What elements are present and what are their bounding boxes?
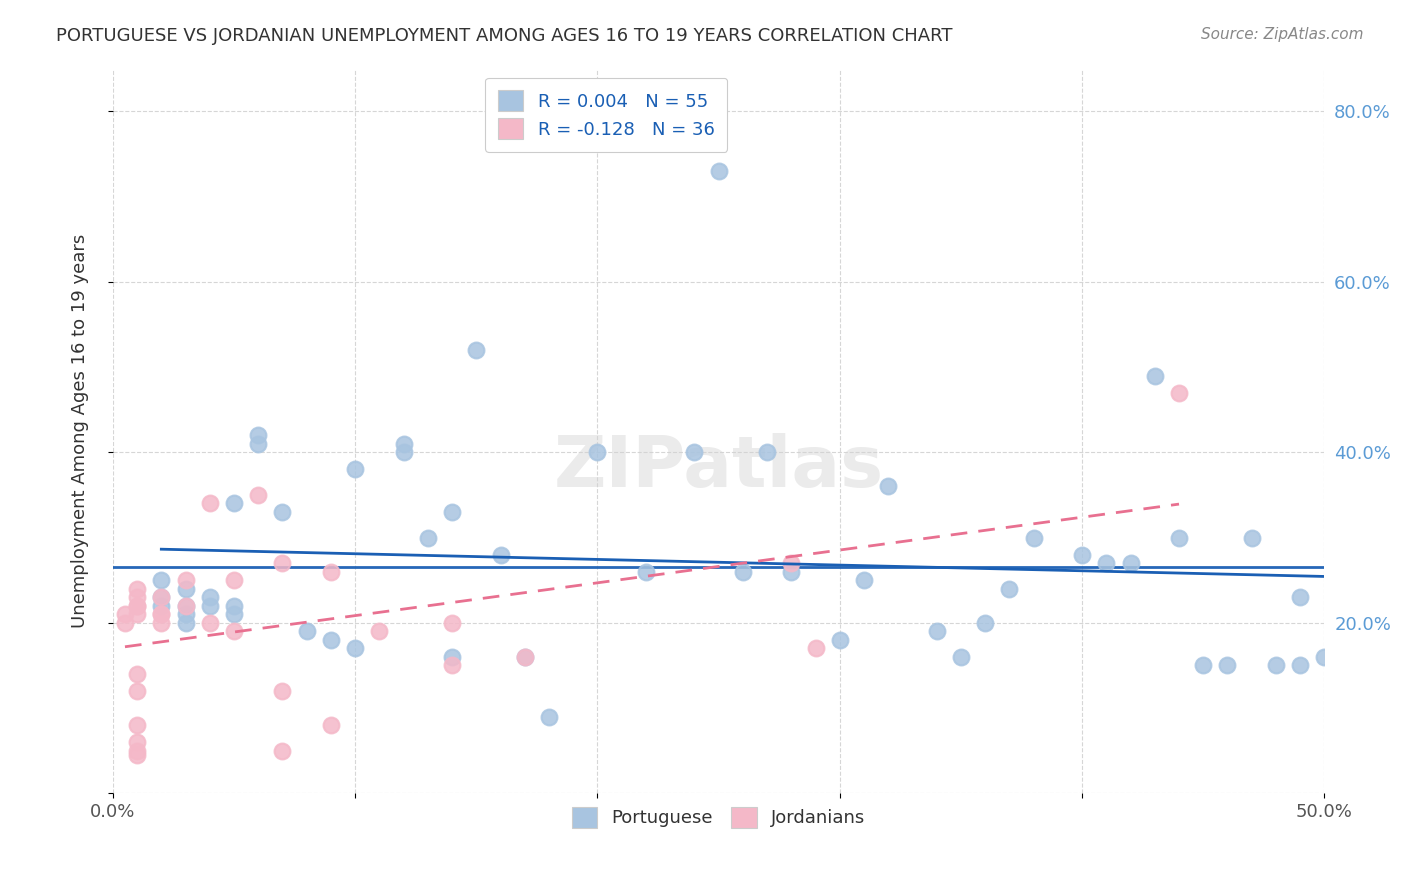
Point (1095, 556, 1118, 570)
Point (949, 649, 972, 664)
Point (1289, 591, 1312, 605)
Text: ZIPatlas: ZIPatlas (554, 433, 884, 501)
Point (125, 591, 148, 605)
Point (174, 615, 197, 630)
Point (416, 531, 439, 545)
Point (271, 556, 294, 570)
Point (198, 599, 221, 613)
Point (247, 488, 270, 502)
Point (222, 624, 245, 639)
Point (125, 599, 148, 613)
Point (634, 565, 657, 579)
Point (198, 591, 221, 605)
Point (731, 565, 754, 579)
Point (222, 496, 245, 510)
Point (1289, 658, 1312, 673)
Point (271, 505, 294, 519)
Point (125, 684, 148, 698)
Point (1143, 368, 1166, 383)
Point (586, 445, 609, 459)
Point (125, 607, 148, 622)
Point (683, 445, 706, 459)
Point (441, 615, 464, 630)
Point (804, 641, 827, 656)
Point (319, 565, 342, 579)
Point (489, 548, 512, 562)
Point (465, 343, 488, 357)
Point (1168, 531, 1191, 545)
Point (344, 462, 367, 476)
Point (1192, 658, 1215, 673)
Point (174, 582, 197, 596)
Text: Source: ZipAtlas.com: Source: ZipAtlas.com (1201, 27, 1364, 42)
Point (174, 607, 197, 622)
Point (150, 573, 173, 587)
Point (974, 615, 997, 630)
Point (513, 649, 536, 664)
Point (125, 744, 148, 758)
Point (780, 556, 803, 570)
Point (1022, 531, 1045, 545)
Point (392, 436, 415, 450)
Point (222, 599, 245, 613)
Point (114, 607, 136, 622)
Point (853, 573, 876, 587)
Point (877, 479, 900, 493)
Point (756, 445, 779, 459)
Point (998, 582, 1021, 596)
Point (174, 599, 197, 613)
Point (925, 624, 948, 639)
Point (125, 582, 148, 596)
Point (441, 505, 464, 519)
Point (828, 632, 851, 647)
Point (1240, 531, 1263, 545)
Point (319, 718, 342, 732)
Point (513, 649, 536, 664)
Point (222, 607, 245, 622)
Point (707, 164, 730, 178)
Point (222, 573, 245, 587)
Text: PORTUGUESE VS JORDANIAN UNEMPLOYMENT AMONG AGES 16 TO 19 YEARS CORRELATION CHART: PORTUGUESE VS JORDANIAN UNEMPLOYMENT AMO… (56, 27, 953, 45)
Point (1216, 658, 1239, 673)
Point (125, 667, 148, 681)
Point (150, 607, 173, 622)
Point (150, 591, 173, 605)
Point (150, 591, 173, 605)
Point (125, 747, 148, 762)
Point (1168, 385, 1191, 400)
Point (441, 649, 464, 664)
Point (441, 658, 464, 673)
Point (295, 624, 318, 639)
Point (125, 735, 148, 749)
Point (150, 615, 173, 630)
Point (537, 709, 560, 723)
Point (198, 496, 221, 510)
Point (1313, 649, 1336, 664)
Point (368, 624, 391, 639)
Y-axis label: Unemployment Among Ages 16 to 19 years: Unemployment Among Ages 16 to 19 years (72, 234, 89, 628)
Point (198, 615, 221, 630)
Point (1119, 556, 1142, 570)
Point (344, 641, 367, 656)
Point (271, 684, 294, 698)
Point (247, 436, 270, 450)
Point (125, 718, 148, 732)
Point (125, 599, 148, 613)
Point (247, 428, 270, 442)
Point (1071, 548, 1094, 562)
Point (174, 599, 197, 613)
Point (150, 599, 173, 613)
Point (1264, 658, 1286, 673)
Point (271, 744, 294, 758)
Point (392, 445, 415, 459)
Point (174, 573, 197, 587)
Legend: Portuguese, Jordanians: Portuguese, Jordanians (565, 800, 873, 835)
Point (780, 565, 803, 579)
Point (114, 615, 136, 630)
Point (319, 632, 342, 647)
Point (150, 607, 173, 622)
